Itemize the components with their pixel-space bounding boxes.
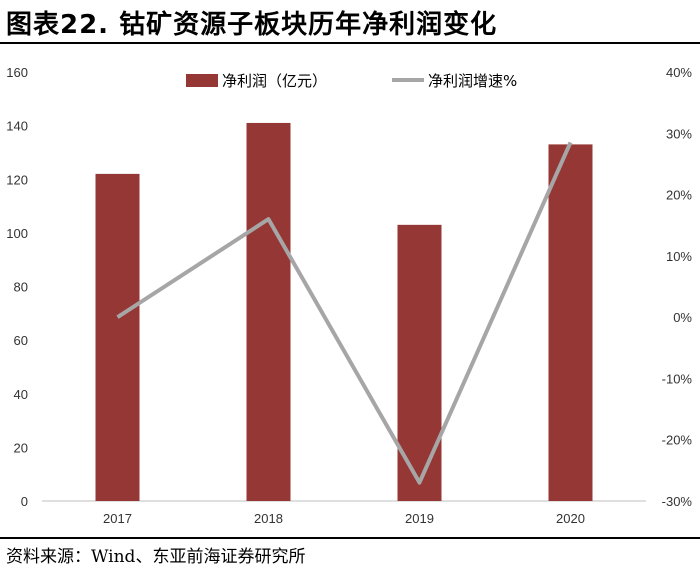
left-axis-tick-label: 160 (6, 65, 28, 80)
chart-title: 图表22. 钴矿资源子板块历年净利润变化 (6, 10, 498, 40)
left-axis-tick-label: 100 (6, 226, 28, 241)
bar (548, 144, 593, 502)
right-axis-tick-label: -10% (662, 371, 693, 386)
source-note: 资料来源：Wind、东亚前海证券研究所 (6, 547, 306, 567)
right-axis-tick-label: -20% (662, 433, 693, 448)
x-axis-labels: 2017 2018 2019 2020 (103, 511, 585, 526)
right-axis-tick-label: 10% (666, 249, 692, 264)
right-axis: -30% -20% -10% 0% 10% 20% 30% 40% (662, 65, 693, 509)
left-axis-tick-label: 40 (14, 387, 28, 402)
left-axis-tick-label: 80 (14, 280, 28, 295)
right-axis-tick-label: 30% (666, 126, 692, 141)
x-axis-tick-label: 2020 (556, 511, 585, 526)
bar-series (95, 122, 593, 502)
right-axis-tick-label: -30% (662, 494, 693, 509)
x-axis-tick-label: 2019 (405, 511, 434, 526)
bar (246, 122, 291, 501)
title-divider (0, 42, 700, 44)
x-axis-tick-label: 2018 (254, 511, 283, 526)
bar (95, 173, 140, 501)
x-axis-tick-label: 2017 (103, 511, 132, 526)
legend: 净利润（亿元） 净利润增速% (186, 72, 517, 90)
right-axis-tick-label: 0% (673, 310, 692, 325)
left-axis: 0 20 40 60 80 100 120 140 160 (6, 65, 28, 509)
growth-line (116, 141, 573, 485)
right-axis-tick-label: 20% (666, 188, 692, 203)
legend-label-net-profit: 净利润（亿元） (222, 72, 327, 90)
left-axis-tick-label: 0 (21, 494, 28, 509)
legend-swatch-net-profit (186, 74, 218, 87)
right-axis-tick-label: 40% (666, 65, 692, 80)
chart-area: 0 20 40 60 80 100 120 140 160 -30% -20% -10% 0% 10% 2… (6, 65, 693, 526)
left-axis-tick-label: 120 (6, 172, 28, 187)
left-axis-tick-label: 140 (6, 119, 28, 134)
left-axis-tick-label: 60 (14, 333, 28, 348)
legend-label-growth: 净利润增速% (428, 72, 517, 90)
left-axis-tick-label: 20 (14, 440, 28, 455)
source-divider (0, 537, 700, 539)
